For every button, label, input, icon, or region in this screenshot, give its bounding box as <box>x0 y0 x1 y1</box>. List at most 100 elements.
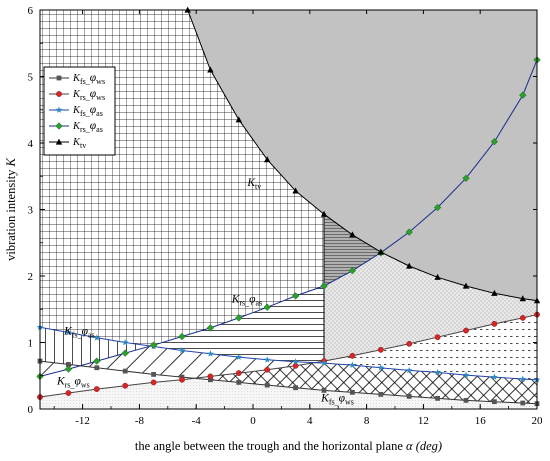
legend-marker-0 <box>56 75 62 81</box>
legend-marker-3 <box>55 122 63 130</box>
data-point-s4-4 <box>292 187 299 194</box>
data-point-s1-4 <box>150 379 157 386</box>
data-point-s1-2 <box>93 386 100 392</box>
x-tick-label-5: 8 <box>364 415 370 427</box>
legend-label-2: Kfs_φas <box>72 104 103 118</box>
data-point-s1-7 <box>235 370 242 376</box>
data-point-s3-15 <box>462 174 470 182</box>
y-axis-title: vibration intensity K <box>4 157 18 260</box>
data-point-s0-15 <box>463 397 469 403</box>
data-point-s2-1 <box>65 329 72 336</box>
legend-label-1: Krs_φws <box>72 88 105 102</box>
data-point-s3-14 <box>433 203 442 212</box>
data-point-s2-17 <box>519 375 527 382</box>
data-point-s1-3 <box>122 382 129 389</box>
y-tick-label-1: 1 <box>28 338 34 350</box>
y-tick-label-2: 2 <box>28 271 34 283</box>
data-point-s1-17 <box>519 314 526 321</box>
curve-label-4: Kfs_φws <box>320 393 354 407</box>
legend-marker-2 <box>55 106 63 113</box>
data-point-s1-13 <box>406 340 413 347</box>
data-point-s0-7 <box>236 380 242 385</box>
data-point-s0-16 <box>492 399 497 405</box>
data-point-s4-11 <box>491 289 498 296</box>
curve-label-0: Ktv <box>246 177 261 191</box>
x-tick-label-3: 0 <box>250 415 256 427</box>
data-point-s0-4 <box>151 372 156 377</box>
data-point-s1-14 <box>434 334 441 341</box>
series-line-4 <box>187 10 537 302</box>
data-point-s4-12 <box>519 295 526 302</box>
x-tick-label-1: -8 <box>135 415 145 427</box>
region-dark-mid <box>324 214 537 301</box>
data-point-s2-8 <box>263 356 271 363</box>
region-sparse-right <box>324 314 537 380</box>
data-point-s0-8 <box>264 382 270 388</box>
data-point-s2-9 <box>292 358 299 365</box>
data-point-s1-12 <box>377 346 384 353</box>
region-crosshatch <box>210 362 537 404</box>
data-point-s3-16 <box>490 137 499 146</box>
x-tick-label-2: -4 <box>192 415 202 427</box>
data-point-s1-1 <box>65 390 72 396</box>
data-point-s3-13 <box>405 228 413 236</box>
y-tick-label-0: 0 <box>28 404 34 416</box>
data-point-s4-7 <box>377 248 384 255</box>
data-point-s3-17 <box>519 91 527 99</box>
y-tick-label-5: 5 <box>28 72 34 84</box>
data-point-s1-6 <box>207 373 214 380</box>
legend-label-3: Krs_φas <box>72 120 103 134</box>
curve-annotations: Ktv Krs_φas Kfs_φas Krs_φws Kfs_φws <box>56 177 354 406</box>
x-tick-label-0: -12 <box>75 415 90 427</box>
x-tick-label-6: 12 <box>418 415 429 427</box>
data-point-s2-15 <box>462 371 470 378</box>
data-point-s2-14 <box>434 368 441 376</box>
data-point-s0-1 <box>66 362 71 367</box>
legend-marker-1 <box>56 91 62 97</box>
y-tick-label-3: 3 <box>28 205 34 217</box>
data-point-s1-15 <box>463 327 469 334</box>
data-point-s2-5 <box>178 346 186 354</box>
data-point-s4-1 <box>207 66 214 73</box>
legend-marker-4 <box>55 138 63 145</box>
data-point-s4-10 <box>462 282 470 289</box>
data-point-s3-2 <box>93 357 101 365</box>
data-point-s2-11 <box>349 361 356 368</box>
data-point-s4-5 <box>320 210 328 217</box>
region-unstable-top <box>40 10 537 301</box>
region-fine-bottom <box>40 378 537 409</box>
data-point-s3-9 <box>291 292 300 300</box>
data-point-s0-17 <box>520 400 526 406</box>
data-point-s4-3 <box>264 156 271 163</box>
region-dotted-right <box>324 252 537 362</box>
data-point-s3-1 <box>64 365 73 373</box>
data-point-s2-13 <box>405 366 413 374</box>
data-point-s0-11 <box>350 389 355 395</box>
data-point-s4-8 <box>406 262 413 269</box>
data-point-s1-5 <box>179 376 185 383</box>
data-point-s3-7 <box>235 314 243 322</box>
y-tick-label-4: 4 <box>28 138 34 150</box>
shaded-regions <box>40 10 537 409</box>
data-point-s3-3 <box>121 349 129 357</box>
legend-label-0: Kfs_φws <box>72 72 105 86</box>
data-point-s2-7 <box>235 353 243 360</box>
data-point-s2-12 <box>377 364 385 371</box>
data-point-s3-8 <box>263 303 271 311</box>
x-tick-label-8: 20 <box>532 415 544 427</box>
data-point-s4-9 <box>434 273 441 280</box>
data-point-s0-6 <box>208 377 213 383</box>
data-point-s0-9 <box>293 385 298 391</box>
data-point-s2-3 <box>121 339 129 346</box>
y-tick-label-6: 6 <box>28 5 34 17</box>
data-point-s4-2 <box>235 116 242 123</box>
data-point-s1-9 <box>292 362 299 369</box>
data-point-s3-4 <box>149 341 158 349</box>
data-point-s1-16 <box>491 320 498 327</box>
curve-label-1: Krs_φas <box>231 294 263 308</box>
data-point-s2-10 <box>320 359 328 366</box>
data-point-s0-13 <box>406 393 412 399</box>
data-point-s3-10 <box>320 282 328 290</box>
region-diag <box>40 346 324 379</box>
